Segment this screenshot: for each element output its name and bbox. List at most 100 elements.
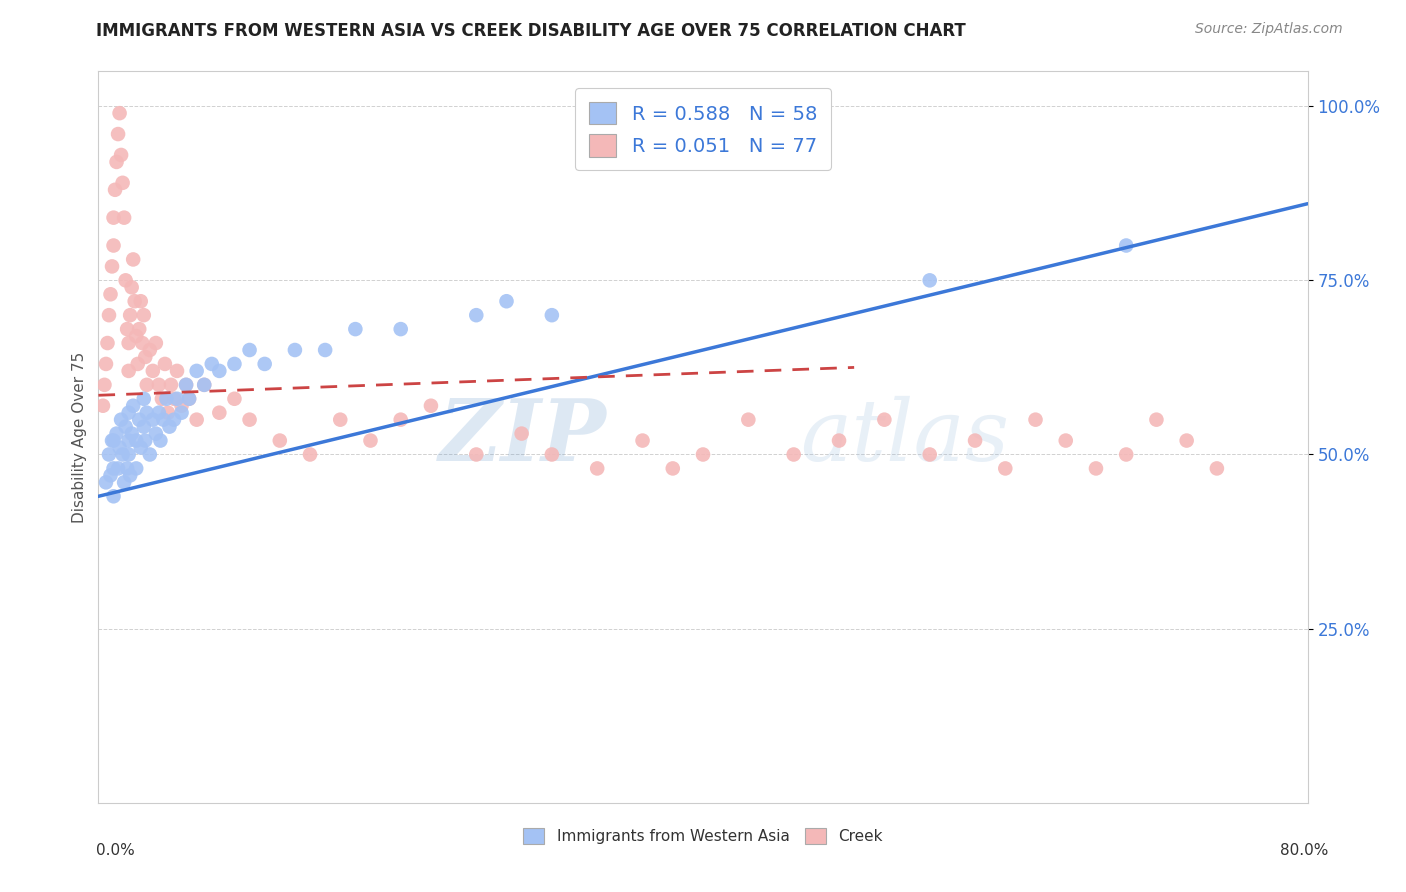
Point <box>125 434 148 448</box>
Point <box>586 461 609 475</box>
Point <box>994 461 1017 475</box>
Point <box>389 322 412 336</box>
Point <box>125 461 148 475</box>
Point <box>111 176 134 190</box>
Point <box>124 294 146 309</box>
Point <box>193 377 215 392</box>
Point <box>465 308 488 322</box>
Point <box>224 392 246 406</box>
Point <box>1115 448 1137 462</box>
Point <box>129 441 152 455</box>
Point <box>120 468 142 483</box>
Point <box>139 448 162 462</box>
Point <box>114 419 136 434</box>
Point <box>103 211 125 225</box>
Point <box>120 308 142 322</box>
Point <box>128 412 150 426</box>
Point <box>91 399 114 413</box>
Point <box>103 461 125 475</box>
Point <box>166 392 188 406</box>
Point <box>103 434 125 448</box>
Text: 0.0%: 0.0% <box>96 843 135 858</box>
Point <box>112 475 135 490</box>
Point <box>122 252 145 267</box>
Point <box>101 260 124 274</box>
Point <box>1024 412 1046 426</box>
Legend: Immigrants from Western Asia, Creek: Immigrants from Western Asia, Creek <box>517 822 889 850</box>
Point <box>94 475 117 490</box>
Point <box>239 343 262 357</box>
Point <box>128 322 150 336</box>
Point <box>134 434 156 448</box>
Point <box>156 406 179 420</box>
Point <box>208 406 231 420</box>
Point <box>145 426 167 441</box>
Point <box>98 448 121 462</box>
Point <box>329 412 352 426</box>
Point <box>131 336 153 351</box>
Point <box>163 412 186 426</box>
Point <box>160 377 183 392</box>
Y-axis label: Disability Age Over 75: Disability Age Over 75 <box>72 351 87 523</box>
Point <box>93 377 115 392</box>
Point <box>166 364 188 378</box>
Point <box>918 273 941 287</box>
Point <box>828 434 851 448</box>
Point <box>111 448 134 462</box>
Point <box>465 448 488 462</box>
Point <box>135 377 157 392</box>
Point <box>135 406 157 420</box>
Point <box>1115 238 1137 252</box>
Point <box>142 412 165 426</box>
Point <box>118 364 141 378</box>
Point <box>170 399 193 413</box>
Point <box>148 406 170 420</box>
Point <box>344 322 367 336</box>
Point <box>110 148 132 162</box>
Point <box>100 287 122 301</box>
Point <box>112 211 135 225</box>
Point <box>253 357 276 371</box>
Point <box>170 406 193 420</box>
Point <box>1054 434 1077 448</box>
Point <box>420 399 443 413</box>
Point <box>110 412 132 426</box>
Point <box>145 336 167 351</box>
Point <box>150 392 173 406</box>
Point <box>94 357 117 371</box>
Point <box>132 419 155 434</box>
Point <box>125 329 148 343</box>
Point <box>121 280 143 294</box>
Point <box>360 434 382 448</box>
Point <box>155 392 177 406</box>
Point <box>127 357 149 371</box>
Point <box>142 364 165 378</box>
Point <box>873 412 896 426</box>
Point <box>201 357 224 371</box>
Point <box>101 434 124 448</box>
Point <box>122 399 145 413</box>
Point <box>132 308 155 322</box>
Point <box>114 273 136 287</box>
Point <box>121 426 143 441</box>
Point <box>179 392 201 406</box>
Point <box>152 412 174 426</box>
Text: ZIP: ZIP <box>439 395 606 479</box>
Point <box>783 448 806 462</box>
Point <box>163 392 186 406</box>
Point <box>208 364 231 378</box>
Point <box>115 461 138 475</box>
Text: 80.0%: 80.0% <box>1281 843 1329 858</box>
Point <box>118 448 141 462</box>
Point <box>153 357 176 371</box>
Point <box>139 343 162 357</box>
Point <box>284 343 307 357</box>
Point <box>132 392 155 406</box>
Point <box>389 412 412 426</box>
Point <box>108 441 131 455</box>
Point <box>115 322 138 336</box>
Point <box>193 377 215 392</box>
Point <box>174 377 197 392</box>
Text: IMMIGRANTS FROM WESTERN ASIA VS CREEK DISABILITY AGE OVER 75 CORRELATION CHART: IMMIGRANTS FROM WESTERN ASIA VS CREEK DI… <box>96 22 966 40</box>
Point <box>186 412 208 426</box>
